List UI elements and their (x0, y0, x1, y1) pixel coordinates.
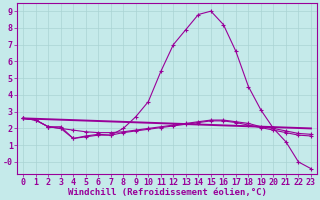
X-axis label: Windchill (Refroidissement éolien,°C): Windchill (Refroidissement éolien,°C) (68, 188, 267, 197)
